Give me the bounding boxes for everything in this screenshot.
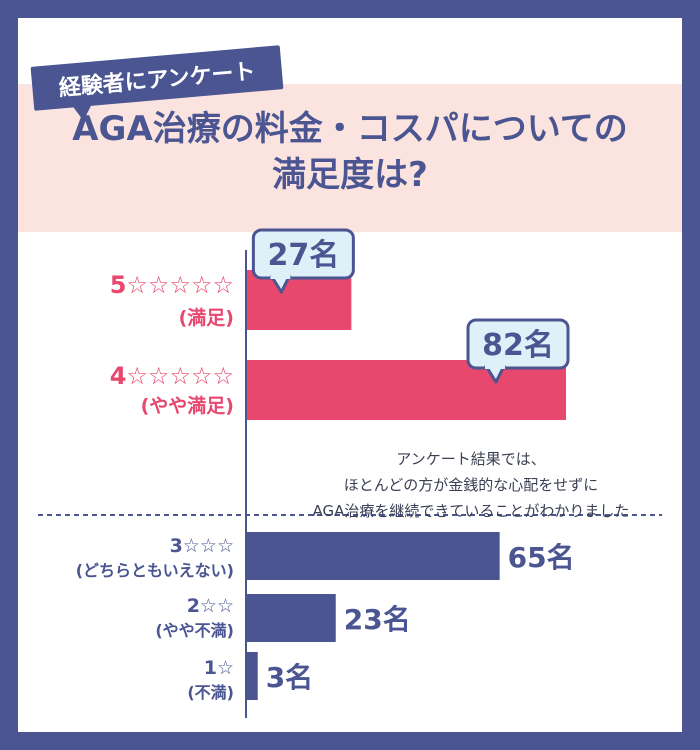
bar-1-star — [246, 652, 258, 700]
bar-3-star — [246, 532, 500, 580]
category-sublabel: (やや満足) — [141, 395, 234, 417]
category-sublabel: (どちらともいえない) — [76, 561, 234, 580]
category-sublabel: (不満) — [187, 683, 234, 702]
value-callout-box — [466, 318, 570, 370]
category-sublabel: (満足) — [179, 307, 234, 329]
category-label: 2☆☆ — [187, 595, 234, 617]
satisfaction-bar-chart: 5☆☆☆☆☆ (満足) 27名 4☆☆☆☆☆ (やや満足) 82名 3☆☆☆ (どちらともいえ… — [38, 228, 662, 718]
category-label: 1☆ — [204, 657, 234, 679]
bar-2-star — [246, 594, 336, 642]
header-band — [18, 84, 682, 232]
data-label: 65名 — [508, 541, 575, 574]
bar-5-star — [246, 270, 352, 330]
data-label: 23名 — [344, 603, 411, 636]
note-line-1: アンケート結果では、 — [396, 450, 546, 468]
bar-4-star — [246, 360, 566, 420]
category-sublabel: (やや不満) — [155, 621, 234, 640]
data-label: 82名 — [482, 328, 554, 363]
card-frame: 経験者にアンケート AGA治療の料金・コスパについての 満足度は? 5☆☆☆☆☆… — [18, 18, 682, 732]
note-line-2: ほとんどの方が金銭的な心配をせずに — [343, 476, 599, 494]
callout-pointer-mask — [270, 274, 291, 279]
title-line-2: 満足度は? — [272, 155, 428, 195]
value-callout-box — [251, 228, 355, 280]
category-label: 5☆☆☆☆☆ — [110, 271, 234, 299]
category-label: 3☆☆☆ — [170, 535, 234, 557]
summary-note: アンケート結果では、 ほとんどの方が金銭的な心配をせずに AGA治療を継続できて… — [266, 446, 676, 524]
category-label: 4☆☆☆☆☆ — [110, 362, 234, 390]
page-title: AGA治療の料金・コスパについての 満足度は? — [18, 106, 682, 198]
data-label: 3名 — [266, 661, 313, 694]
note-line-3: AGA治療を継続できていることがわかりました — [312, 502, 630, 520]
callout-pointer-mask — [485, 364, 505, 369]
title-line-1: AGA治療の料金・コスパについての — [72, 109, 628, 149]
data-label: 27名 — [267, 238, 339, 273]
